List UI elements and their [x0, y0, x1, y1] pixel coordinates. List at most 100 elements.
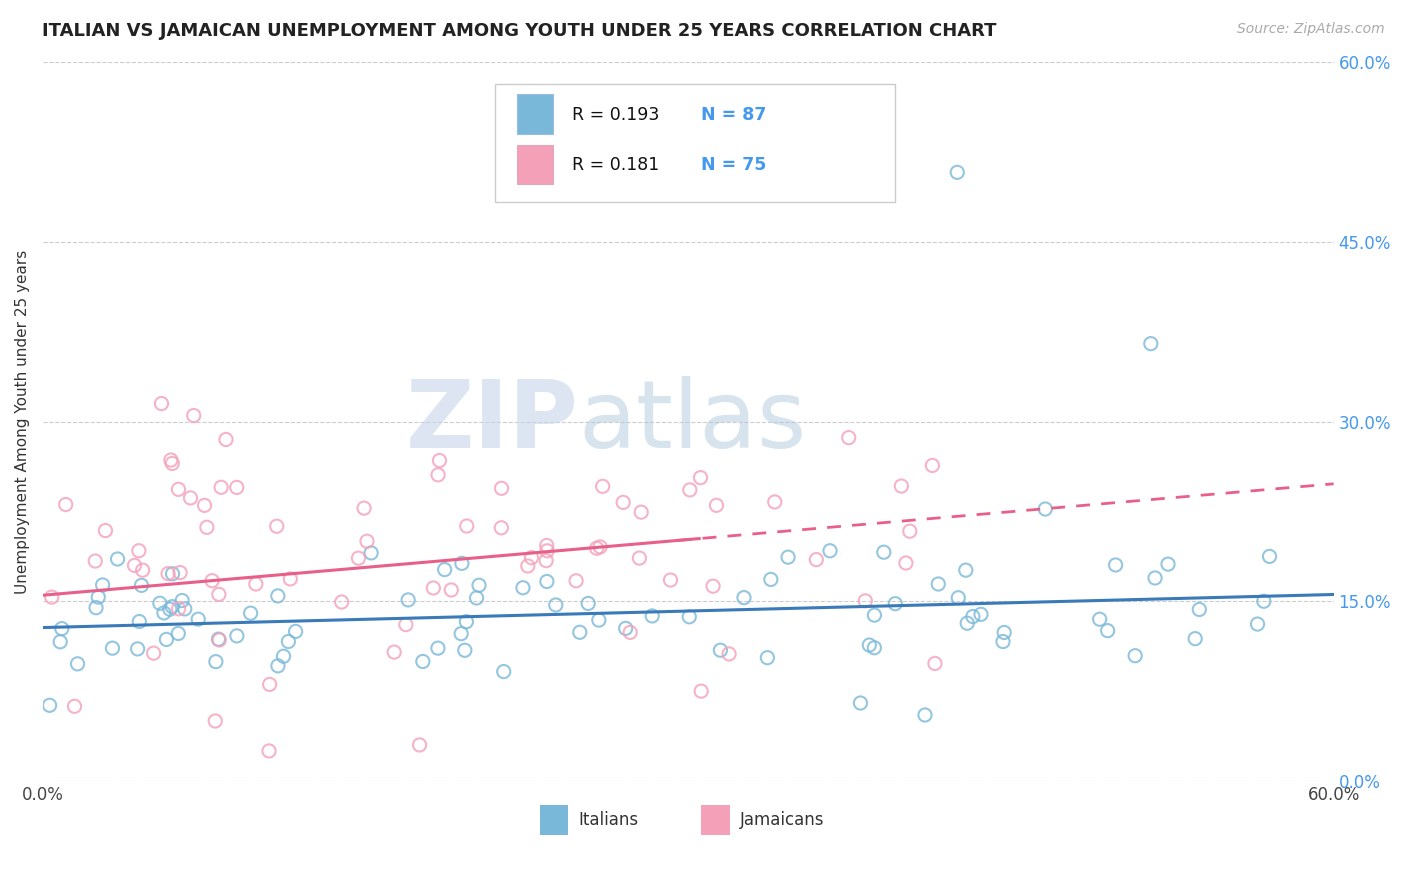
Point	[259, 677, 281, 691]
Point	[641, 608, 664, 623]
Bar	[517, 95, 553, 134]
Point	[1033, 502, 1056, 516]
Point	[356, 534, 378, 549]
Point	[838, 431, 860, 445]
Point	[266, 519, 288, 533]
Point	[172, 593, 194, 607]
Point	[360, 546, 382, 560]
Point	[612, 495, 634, 509]
Point	[63, 699, 86, 714]
Point	[107, 552, 129, 566]
Point	[468, 578, 491, 592]
Point	[991, 634, 1014, 648]
Text: N = 87: N = 87	[702, 105, 766, 124]
Bar	[517, 145, 553, 185]
Point	[948, 591, 970, 605]
Point	[898, 524, 921, 538]
Point	[454, 643, 477, 657]
Point	[284, 624, 307, 639]
Point	[914, 708, 936, 723]
Point	[239, 606, 262, 620]
Point	[1144, 571, 1167, 585]
Point	[429, 453, 451, 467]
Point	[204, 714, 226, 728]
Point	[512, 581, 534, 595]
Point	[87, 590, 110, 604]
Point	[395, 617, 418, 632]
Point	[160, 599, 183, 614]
Point	[273, 649, 295, 664]
Point	[544, 598, 567, 612]
Point	[763, 495, 786, 509]
Point	[382, 645, 405, 659]
Point	[659, 573, 682, 587]
Point	[863, 640, 886, 655]
Point	[396, 593, 419, 607]
Point	[41, 590, 63, 604]
Point	[267, 658, 290, 673]
Point	[679, 483, 702, 497]
Point	[162, 566, 184, 581]
Point	[778, 550, 800, 565]
Point	[51, 622, 73, 636]
Point	[1097, 624, 1119, 638]
Point	[956, 616, 979, 631]
Point	[128, 543, 150, 558]
Point	[84, 554, 107, 568]
Point	[208, 632, 231, 647]
Point	[183, 409, 205, 423]
Point	[131, 578, 153, 592]
Point	[422, 581, 444, 595]
Point	[149, 596, 172, 610]
Point	[702, 579, 724, 593]
Point	[689, 470, 711, 484]
Text: Jamaicans: Jamaicans	[740, 811, 824, 829]
Point	[66, 657, 89, 671]
Point	[759, 573, 782, 587]
Point	[890, 479, 912, 493]
Point	[225, 629, 247, 643]
Point	[159, 602, 181, 616]
Point	[167, 626, 190, 640]
Point	[756, 650, 779, 665]
Point	[520, 550, 543, 565]
Point	[207, 632, 229, 647]
Point	[884, 597, 907, 611]
Point	[955, 563, 977, 577]
Point	[195, 520, 218, 534]
Point	[619, 625, 641, 640]
Point	[921, 458, 943, 473]
Point	[465, 591, 488, 605]
Point	[91, 578, 114, 592]
Point	[806, 552, 828, 566]
Text: R = 0.181: R = 0.181	[572, 156, 659, 174]
Point	[568, 625, 591, 640]
Point	[456, 615, 478, 629]
Point	[534, 553, 557, 567]
Point	[330, 595, 353, 609]
Point	[706, 499, 728, 513]
Point	[924, 657, 946, 671]
Point	[55, 498, 77, 512]
Point	[536, 543, 558, 558]
Point	[127, 641, 149, 656]
Point	[153, 606, 176, 620]
Bar	[702, 805, 730, 835]
Text: Source: ZipAtlas.com: Source: ZipAtlas.com	[1237, 22, 1385, 37]
Point	[818, 543, 841, 558]
Point	[426, 641, 449, 656]
Point	[678, 609, 700, 624]
Point	[1140, 336, 1163, 351]
Point	[536, 574, 558, 589]
Point	[565, 574, 588, 588]
Point	[970, 607, 993, 622]
Point	[630, 505, 652, 519]
Point	[718, 647, 741, 661]
Point	[128, 615, 150, 629]
Point	[585, 541, 607, 556]
Y-axis label: Unemployment Among Youth under 25 years: Unemployment Among Youth under 25 years	[15, 250, 30, 594]
FancyBboxPatch shape	[495, 84, 894, 202]
Point	[492, 665, 515, 679]
Point	[208, 587, 231, 601]
Point	[150, 396, 173, 410]
